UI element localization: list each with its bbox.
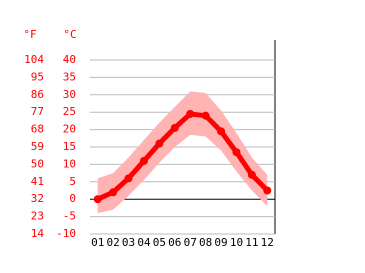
x-tick-label: 01: [91, 236, 104, 249]
point: [170, 123, 179, 132]
y-header: °C: [63, 28, 76, 41]
point: [124, 174, 133, 183]
x-tick-label: 03: [122, 236, 135, 249]
x-tick-label: 11: [245, 236, 258, 249]
y2-tick-label: 68: [31, 123, 44, 136]
point: [109, 188, 118, 197]
y2-tick-label: 59: [31, 140, 44, 153]
y2-tick-label: 86: [31, 88, 44, 101]
y-tick-label: 40: [63, 53, 76, 66]
y2-tick-label: 104: [24, 53, 44, 66]
y2-tick-label: 41: [31, 175, 44, 188]
y-tick-label: -5: [63, 210, 76, 223]
x-tick-label: 04: [137, 236, 151, 249]
y2-tick-label: 32: [31, 192, 44, 205]
y-tick-label: 15: [63, 140, 76, 153]
y-tick-label: 25: [63, 105, 76, 118]
x-tick-label: 12: [261, 236, 274, 249]
point: [247, 170, 256, 179]
y2-header: °F: [23, 28, 36, 41]
x-tick-label: 08: [199, 236, 212, 249]
x-tick-label: 02: [107, 236, 120, 249]
point: [217, 127, 226, 136]
y-tick-label: 30: [63, 88, 76, 101]
y2-tick-label: 23: [31, 210, 44, 223]
point: [186, 109, 195, 118]
point: [263, 186, 272, 195]
y2-tick-label: 14: [31, 227, 45, 240]
point: [232, 148, 241, 157]
y-tick-label: 5: [69, 175, 76, 188]
y2-tick-label: 95: [31, 70, 44, 83]
x-tick-label: 05: [153, 236, 166, 249]
point: [93, 195, 102, 204]
y2-tick-label: 77: [31, 105, 44, 118]
range-band: [97, 91, 268, 214]
y-tick-label: 35: [63, 70, 76, 83]
y2-tick-label: 50: [31, 157, 44, 170]
x-tick-label: 09: [214, 236, 227, 249]
y-tick-label: 0: [69, 192, 76, 205]
x-tick-label: 06: [168, 236, 181, 249]
y-tick-label: 20: [63, 123, 76, 136]
x-tick-label: 10: [230, 236, 243, 249]
y-tick-label: -10: [56, 227, 76, 240]
point: [155, 139, 164, 148]
y-tick-label: 10: [63, 157, 76, 170]
point: [201, 111, 210, 120]
point: [139, 156, 148, 165]
x-tick-label: 07: [184, 236, 197, 249]
